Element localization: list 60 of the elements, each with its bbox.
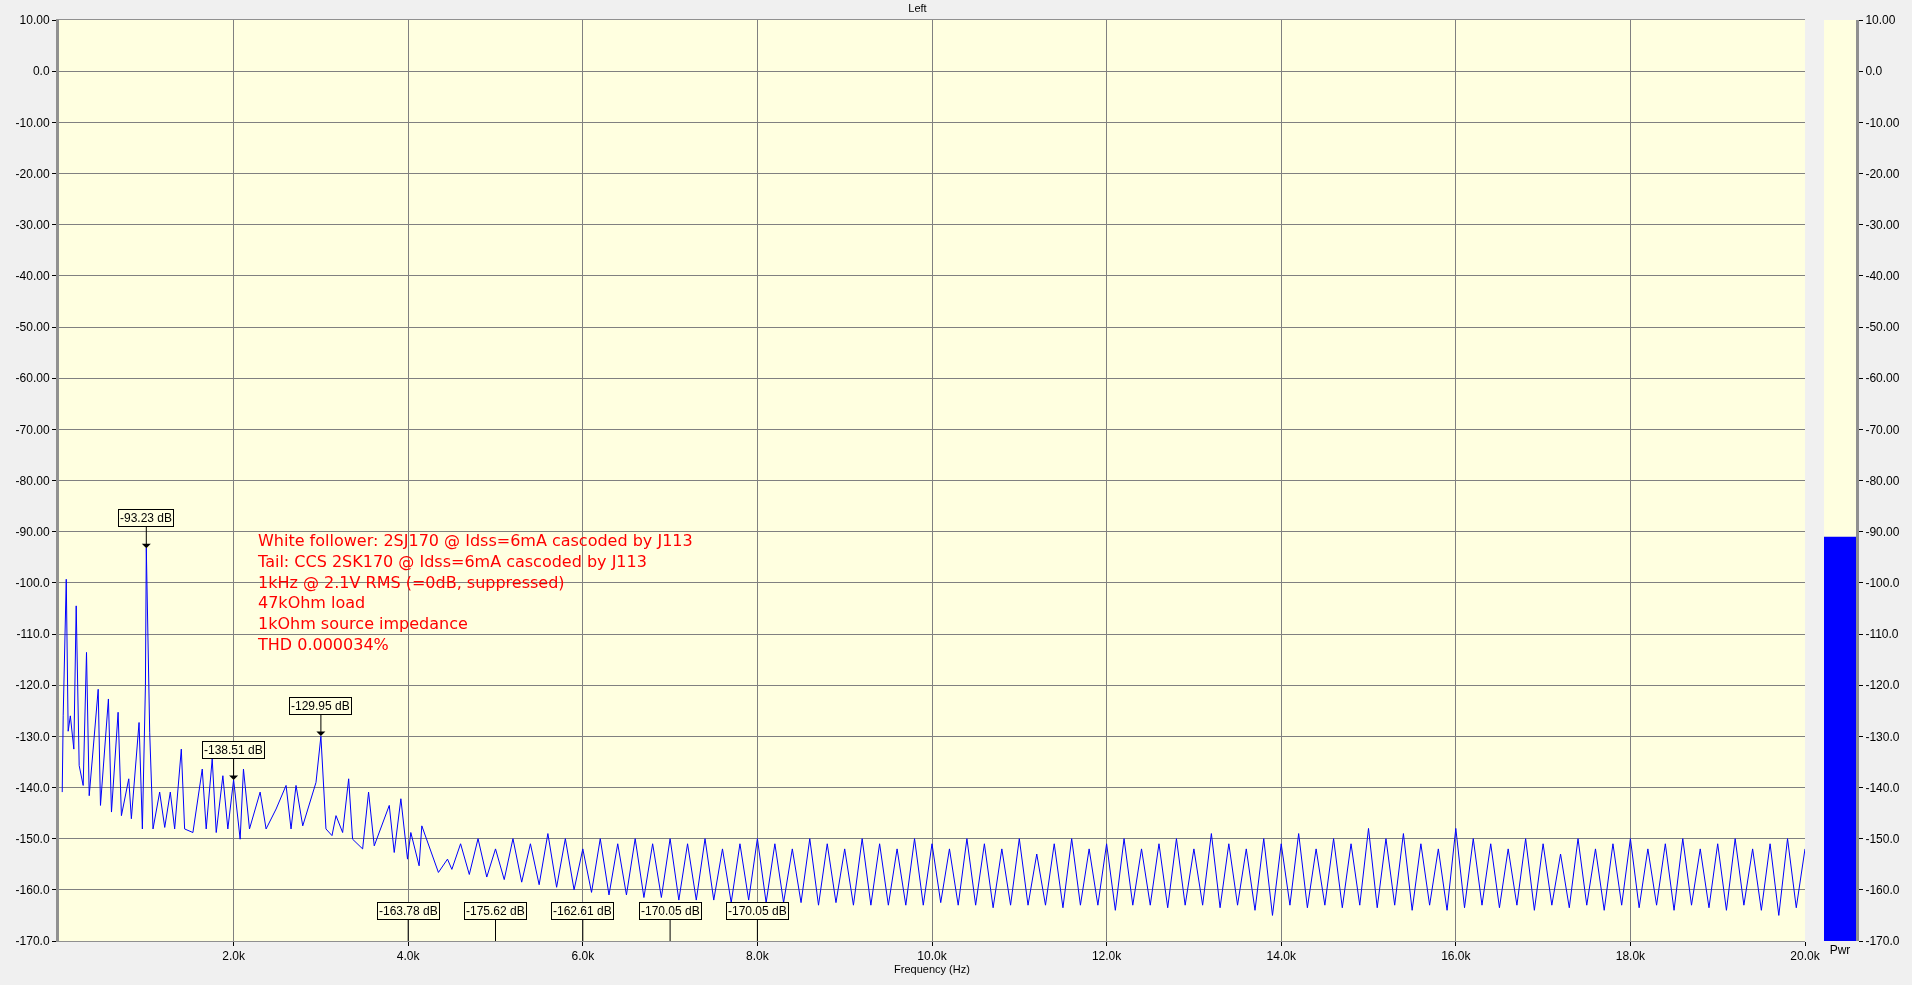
y-tick-label: 10.00 (1865, 13, 1896, 28)
y-tick-label: -90.00 (15, 524, 50, 539)
y-tick-label: -40.00 (15, 269, 50, 284)
y-tick-label: 0.0 (32, 64, 50, 79)
y-tick-label: -90.00 (1865, 524, 1900, 539)
y-tick-label: -40.00 (1865, 269, 1900, 284)
y-tick-label: 0.0 (1865, 64, 1883, 79)
y-tick-label: -110.0 (1865, 627, 1899, 642)
y-tick-label: -140.0 (1865, 780, 1900, 795)
y-tick-label: -110.0 (16, 627, 50, 642)
annotation: -170.05 dB (728, 904, 787, 918)
y-tick-label: -150.0 (15, 831, 50, 846)
y-tick-label: -160.0 (15, 883, 50, 898)
y-tick-label: -70.00 (15, 422, 50, 437)
x-tick-label: 18.0k (1615, 949, 1647, 964)
x-tick-label: Pwr (1829, 943, 1851, 957)
y-tick-label: -50.00 (1865, 320, 1900, 335)
y-tick-label: -100.0 (15, 576, 50, 591)
annotation: -129.95 dB (291, 699, 350, 713)
y-tick-label: -150.0 (1865, 831, 1900, 846)
y-tick-label: -140.0 (15, 780, 50, 795)
y-tick-label: -10.00 (1865, 115, 1900, 130)
y-tick-label: 10.00 (19, 13, 50, 28)
y-tick-label: -70.00 (1865, 422, 1900, 437)
x-tick-label: 4.0k (396, 949, 421, 964)
chart-title: Left (908, 1, 927, 14)
x-tick-label: 20.0k (1790, 949, 1821, 964)
y-tick-label: -60.00 (1865, 371, 1900, 386)
x-tick-label: 10.0k (917, 949, 948, 964)
annotation: -93.23 dB (120, 511, 173, 525)
y-tick-label: -170.0 (1865, 934, 1900, 949)
y-tick-label: -80.00 (1865, 473, 1900, 488)
annotation: White follower: 2SJ170 @ Idss=6mA cascoded by J113 Tail: CCS 2SK170 @ Idss=6mA cascoded by J113 1kHz @ 2.1V RMS (=0dB, suppressed) 47kOhm load 1kOhm source impedance THD 0.000034% (257, 531, 693, 654)
x-tick-label: 12.0k (1091, 949, 1123, 964)
annotation: -138.51 dB (204, 743, 263, 757)
y-tick-label: -30.00 (15, 217, 50, 232)
x-tick-label: 6.0k (571, 949, 596, 964)
x-tick-label: 2.0k (222, 949, 246, 964)
annotation: -175.62 dB (466, 904, 525, 918)
y-tick-label: -160.0 (1865, 883, 1900, 898)
y-tick-label: -130.0 (1865, 729, 1900, 744)
y-tick-label: -50.00 (15, 320, 50, 335)
y-tick-label: -20.00 (1865, 166, 1900, 181)
y-tick-label: -100.0 (1865, 576, 1900, 591)
annotation: -163.78 dB (379, 904, 438, 918)
y-tick-label: -60.00 (15, 371, 50, 386)
y-tick-label: -120.0 (15, 678, 50, 693)
annotation: -170.05 dB (641, 904, 700, 918)
y-tick-label: -20.00 (15, 166, 50, 181)
y-tick-label: -170.0 (15, 934, 50, 949)
y-tick-label: -80.00 (15, 473, 50, 488)
y-tick-label: -130.0 (15, 729, 50, 744)
y-tick-label: -120.0 (1865, 678, 1900, 693)
y-tick-label: -10.00 (15, 115, 50, 130)
annotation: -162.61 dB (553, 904, 612, 918)
x-tick-label: 14.0k (1266, 949, 1297, 964)
x-tick-label: 16.0k (1441, 949, 1472, 964)
x-axis-title: Frequency (Hz) (894, 963, 970, 976)
x-tick-label: 8.0k (746, 949, 770, 964)
y-tick-label: -30.00 (1865, 217, 1900, 232)
